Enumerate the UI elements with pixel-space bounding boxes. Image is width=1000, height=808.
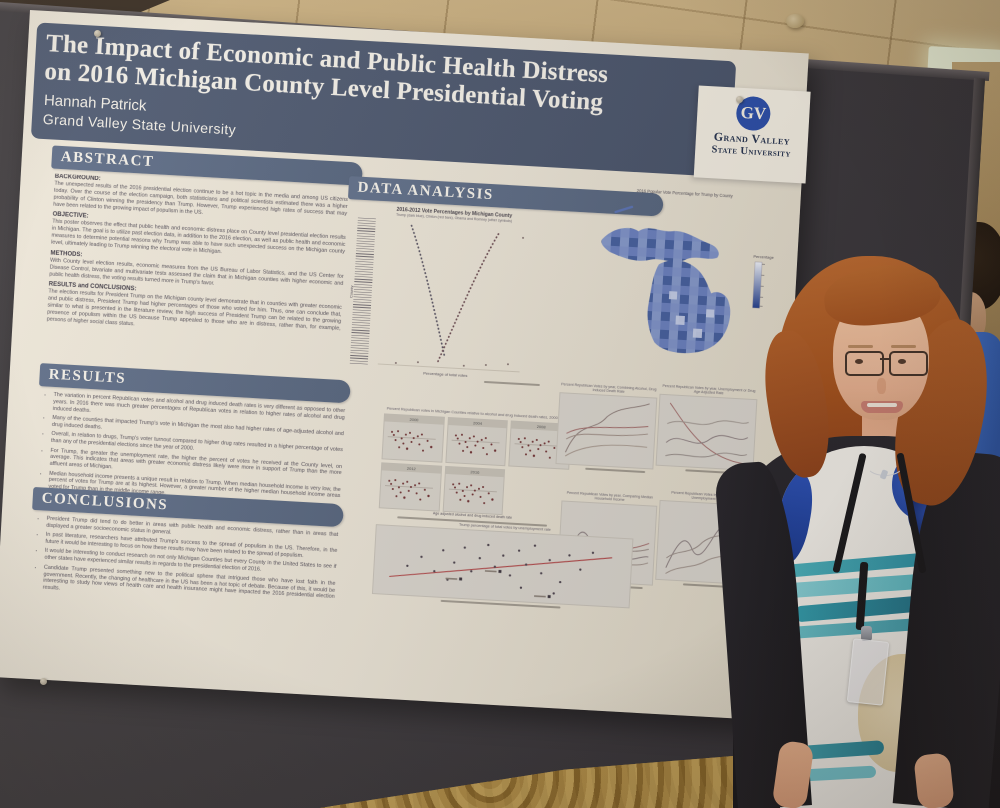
abstract-body: BACKGROUND: The unexpected results of th… — [46, 174, 348, 344]
facet-grid: 2000 2004 2008 2012 2016 — [378, 412, 572, 518]
conclusions-bullets: President Trump did tend to do better in… — [33, 515, 339, 610]
michigan-choropleth: Percentage — [601, 205, 775, 354]
scatter-points — [406, 543, 595, 595]
line-chart-1-plot — [564, 403, 650, 457]
map-legend-label: Percentage — [753, 254, 774, 260]
line-chart-2-plot — [665, 402, 749, 465]
push-pin — [40, 678, 47, 685]
dotplot-series-left — [410, 224, 446, 357]
push-pin — [736, 96, 743, 103]
scatter-plot-area — [389, 543, 613, 598]
facet-panel: 2012 — [378, 461, 442, 512]
facet-scatter-chart: Percent Republican votes in Michigan Cou… — [378, 406, 572, 527]
point-labels — [445, 569, 546, 598]
push-pin — [94, 30, 101, 37]
dotplot-plot-area — [377, 224, 524, 373]
isle-royale — [614, 205, 634, 214]
dotplot-source-note — [483, 381, 540, 387]
facet-panel: 2016 — [442, 465, 506, 515]
line-chart-1: Percent Republican Votes by year, Combin… — [555, 382, 658, 473]
dotplot-chart: 2016-2012 Vote Percentages by Michigan C… — [344, 204, 555, 387]
facet-panel: 2004 — [445, 416, 509, 466]
map-legend-gradient — [752, 261, 763, 309]
line-chart-4: Percent Republican Votes by year, Compar… — [655, 490, 756, 589]
university-logo-box: GV Grand Valley State University — [693, 85, 811, 184]
dotplot-series-right — [437, 231, 501, 363]
line-chart-2: Percent Republican Votes by year, Unempl… — [655, 384, 758, 475]
lower-peninsula — [647, 260, 731, 354]
dotplot-ylabel: County — [348, 285, 355, 299]
upper-peninsula — [601, 227, 719, 262]
research-poster: The Impact of Economic and Public Health… — [0, 10, 811, 721]
regression-line — [389, 556, 613, 577]
scatter-trend-chart: Trump percentage of total votes by unemp… — [371, 518, 634, 612]
light-counties — [668, 291, 715, 339]
smoke-detector — [786, 14, 804, 28]
dotplot-stray-points — [394, 237, 524, 367]
line-chart-4-plot — [665, 524, 749, 574]
map-legend-ticks — [759, 264, 765, 307]
michigan-map-chart: 2016 Popular Vote Percentage for Trump b… — [577, 185, 783, 376]
facet-panel: 2000 — [381, 412, 445, 463]
highlighted-points — [459, 569, 551, 598]
